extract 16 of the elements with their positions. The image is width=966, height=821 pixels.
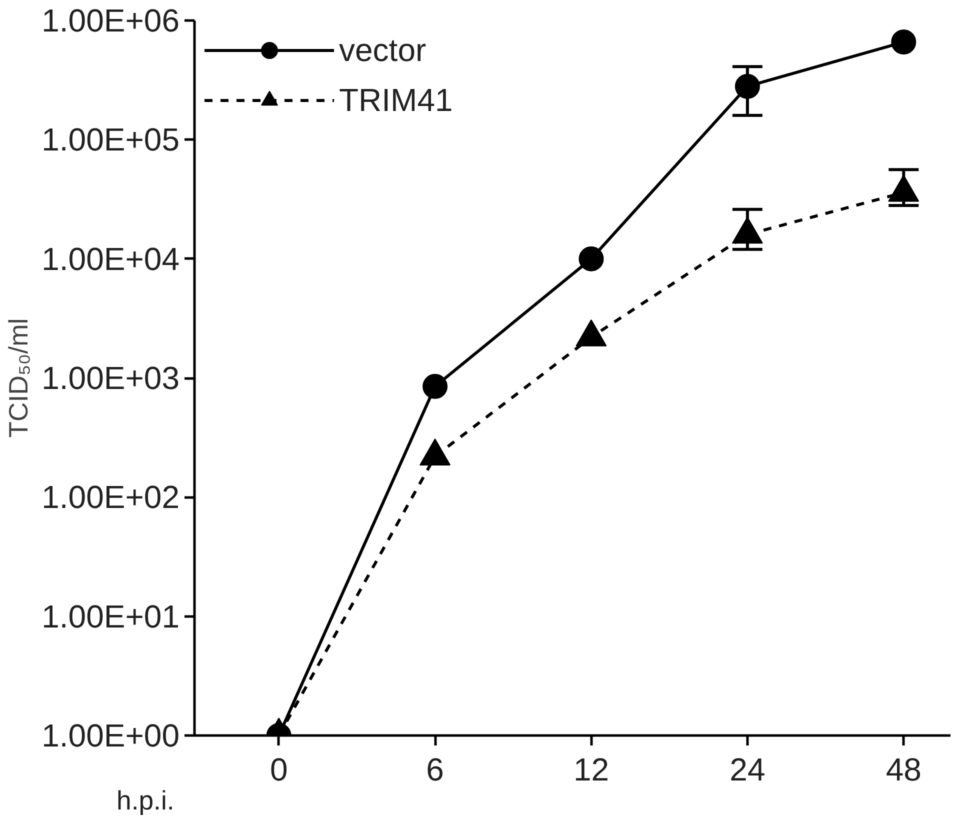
x-tick-label: 48	[886, 752, 922, 788]
y-tick-label: 1.00E+01	[42, 598, 180, 634]
y-axis-title: TCID₅₀/ml	[4, 318, 34, 438]
y-tick-label: 1.00E+03	[42, 360, 180, 396]
x-axis-title: h.p.i.	[116, 786, 174, 816]
y-tick-label: 1.00E+00	[42, 718, 180, 754]
x-tick-label: 0	[270, 752, 288, 788]
legend-label: TRIM41	[339, 82, 453, 118]
y-tick-label: 1.00E+04	[42, 240, 180, 277]
x-tick-label: 6	[426, 752, 444, 788]
y-tick-label: 1.00E+02	[42, 479, 180, 516]
x-tick-label: 12	[573, 752, 610, 788]
y-tick-label: 1.00E+06	[42, 2, 180, 38]
x-tick-label: 24	[730, 752, 766, 788]
y-tick-label: 1.00E+05	[42, 122, 180, 158]
legend-label: vector	[339, 32, 426, 68]
